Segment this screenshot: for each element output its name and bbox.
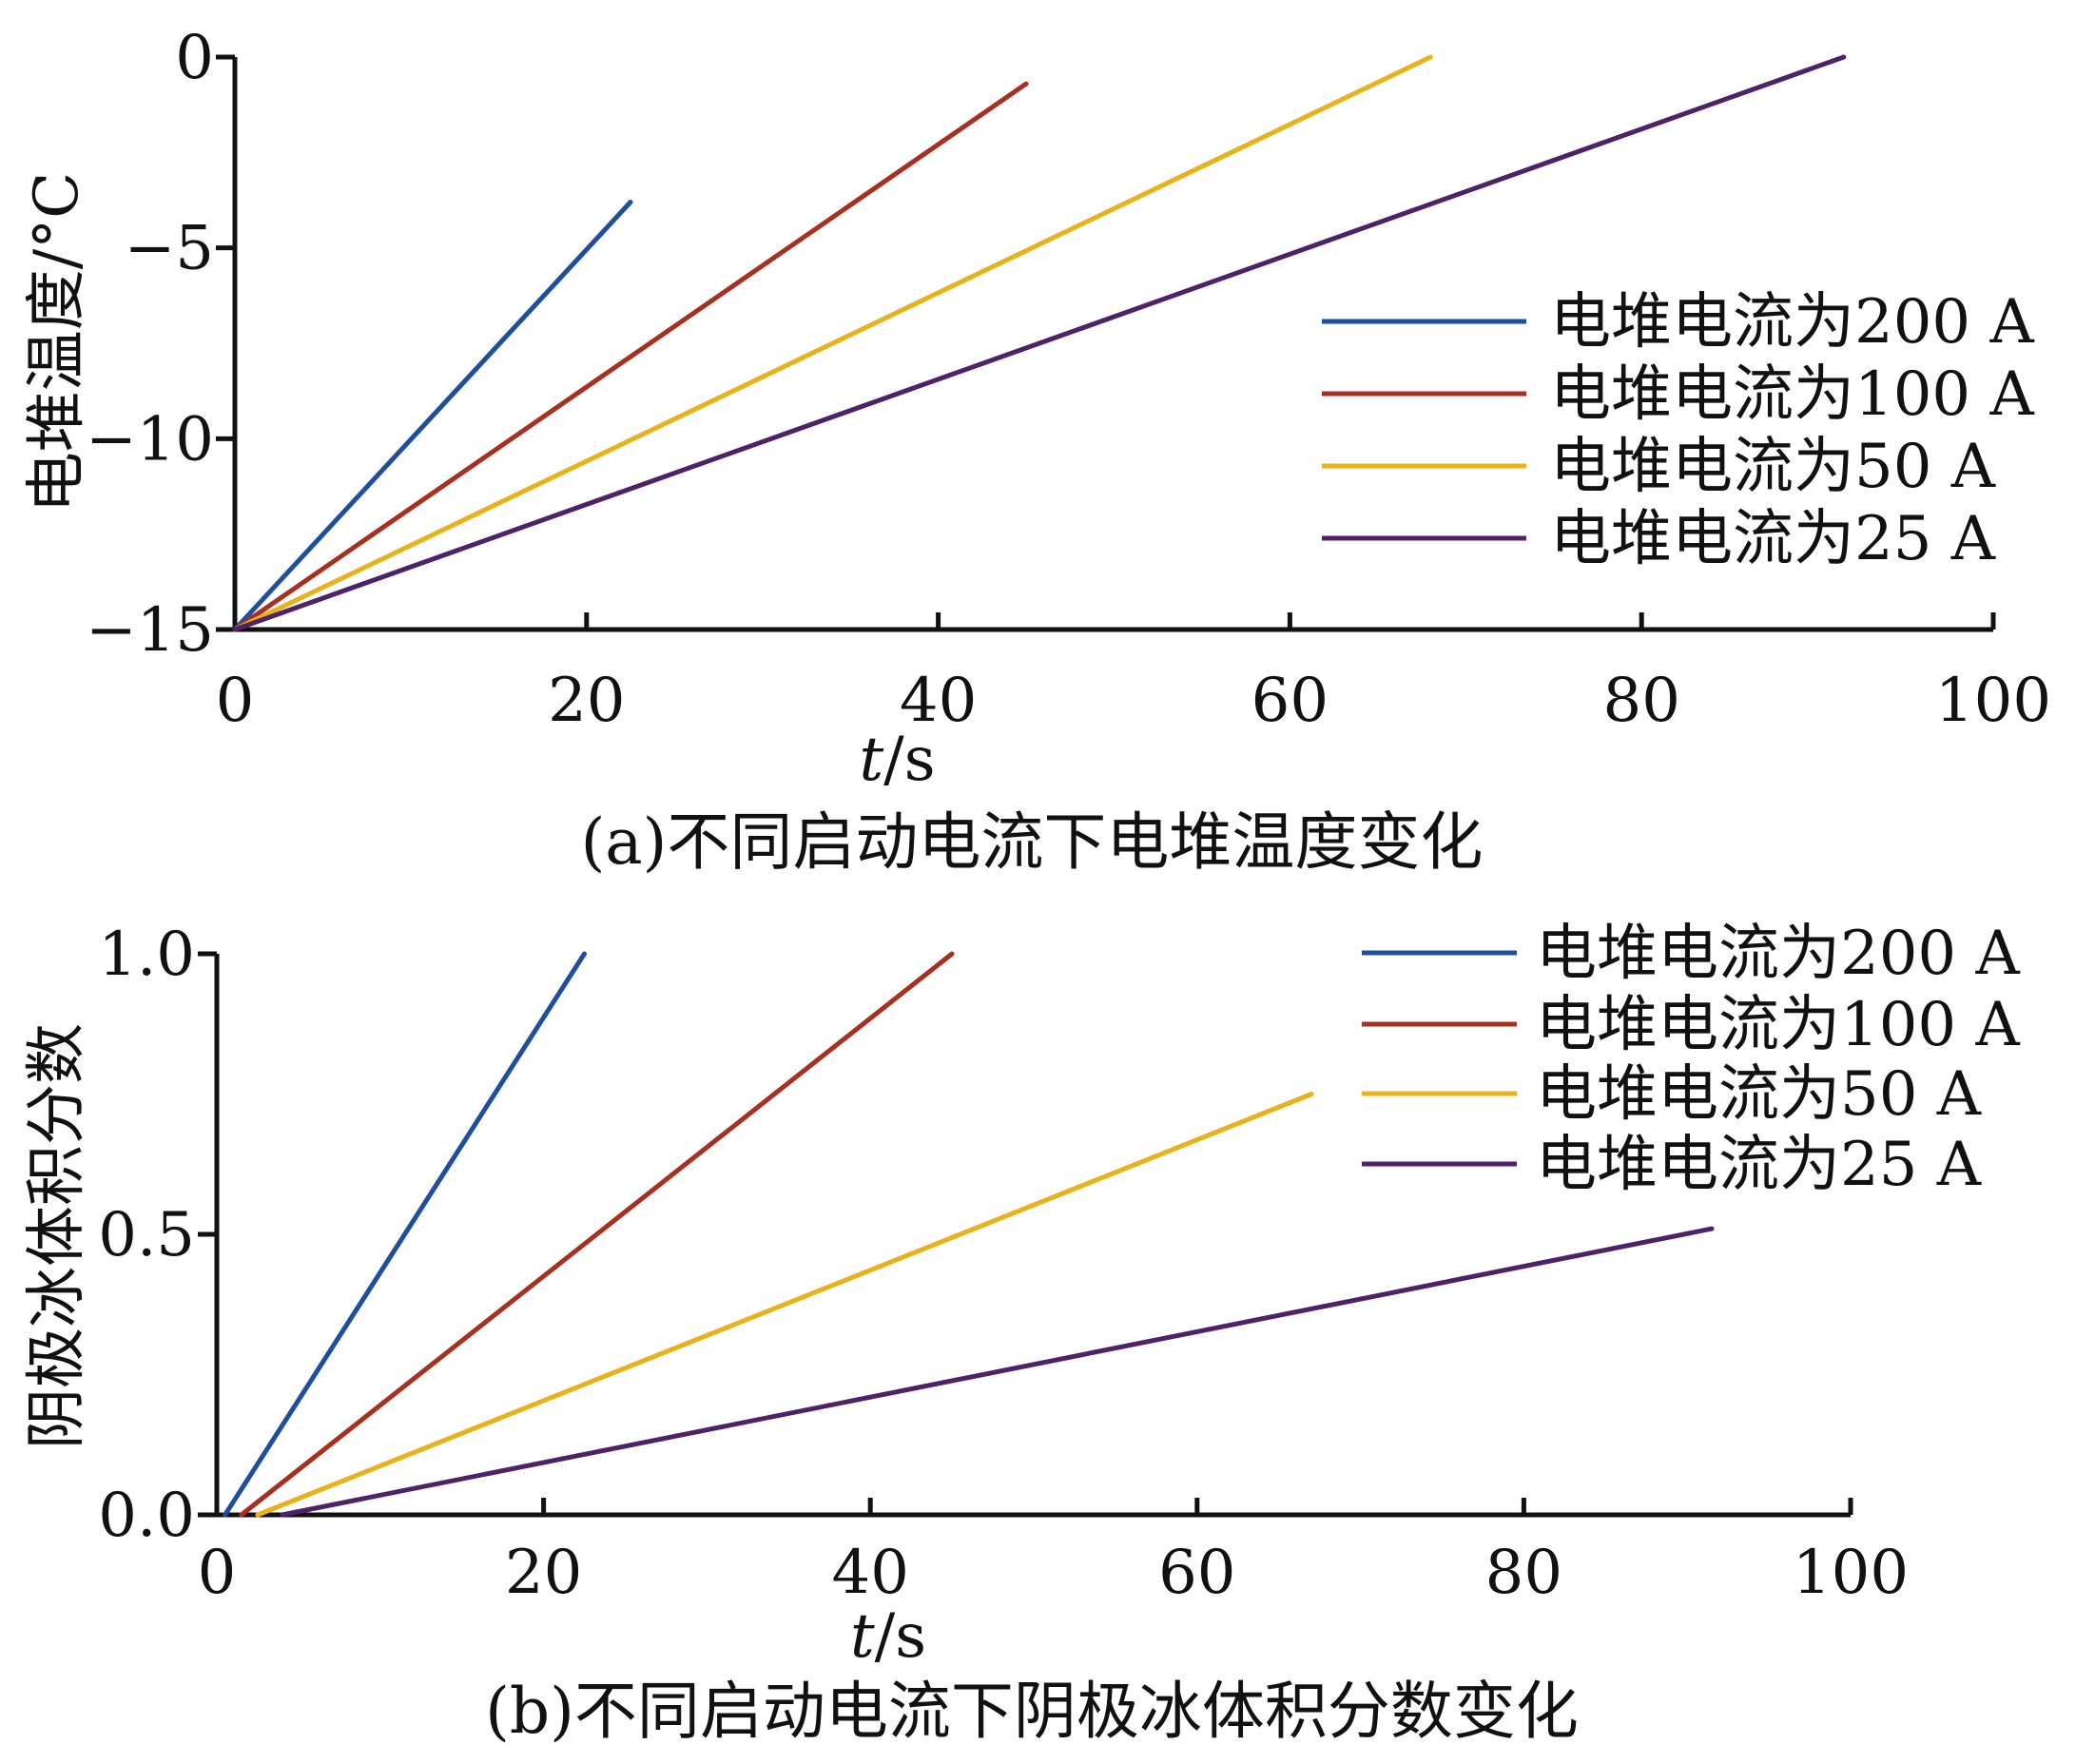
x-tick-label: 80	[1602, 666, 1679, 736]
chart-ice-fraction: 0 20 40 60 80 100 1.0 0.5 0.0 t/s 阴极冰体积分数 (b)不同启动电流…	[22, 919, 2020, 1748]
y-axis-label: 电堆温度/°C	[22, 172, 92, 514]
y-tick-label: 0.5	[98, 1200, 195, 1270]
legend-label: 电堆电流为25 A	[1536, 1130, 1982, 1200]
x-tick-label: 60	[1158, 1538, 1235, 1608]
x-tick-label: 40	[900, 666, 977, 736]
legend-label: 电堆电流为200 A	[1550, 287, 2034, 358]
legend-label: 电堆电流为200 A	[1536, 919, 2020, 989]
y-tick-label: 0	[175, 23, 214, 93]
x-tick-label: 60	[1251, 666, 1329, 736]
x-tick-label: 100	[1793, 1538, 1909, 1608]
legend-label: 电堆电流为25 A	[1550, 504, 1996, 574]
legend-label: 电堆电流为50 A	[1536, 1059, 1982, 1130]
x-axis-label-unit: /s	[883, 725, 935, 795]
x-axis-label: t/s	[859, 725, 935, 795]
x-tick-label: 0	[216, 666, 255, 736]
legend-label: 电堆电流为50 A	[1550, 432, 1996, 502]
y-tick-label: 0.0	[98, 1481, 195, 1551]
x-axis-label-var: t	[859, 725, 883, 795]
x-tick-label: 20	[505, 1538, 582, 1608]
y-tick-label: 1.0	[98, 920, 195, 990]
series-line	[280, 1226, 1715, 1518]
x-tick-label: 0	[198, 1538, 237, 1608]
x-tick-label: 20	[548, 666, 625, 736]
y-axis-label: 阴极冰体积分数	[22, 1023, 92, 1449]
series-line	[232, 54, 1847, 632]
x-tick-label: 80	[1485, 1538, 1562, 1608]
x-tick-label: 100	[1935, 666, 2051, 736]
series-line	[255, 1092, 1314, 1518]
chart-caption: (b)不同启动电流下阴极冰体积分数变化	[485, 1675, 1579, 1748]
x-tick-label: 40	[831, 1538, 908, 1608]
series-line	[239, 951, 955, 1518]
chart-caption: (a)不同启动电流下电堆温度变化	[581, 805, 1484, 879]
series-line	[232, 81, 1029, 632]
series-line	[232, 200, 633, 632]
chart-temperature: 0 20 40 60 80 100 0 −5 −10 −15 t/s 电堆温度/°C (a)不同启动电流…	[22, 23, 2051, 879]
x-axis-label-unit: /s	[875, 1601, 926, 1672]
series-line	[223, 951, 587, 1518]
x-axis-label: t/s	[850, 1601, 926, 1672]
y-tick-label: −10	[86, 404, 214, 475]
y-tick-label: −15	[86, 595, 214, 666]
legend-label: 电堆电流为100 A	[1550, 359, 2034, 430]
x-axis-label-var: t	[850, 1601, 875, 1672]
series-line	[232, 54, 1433, 632]
y-tick-label: −5	[125, 214, 214, 284]
legend-label: 电堆电流为100 A	[1536, 990, 2020, 1060]
